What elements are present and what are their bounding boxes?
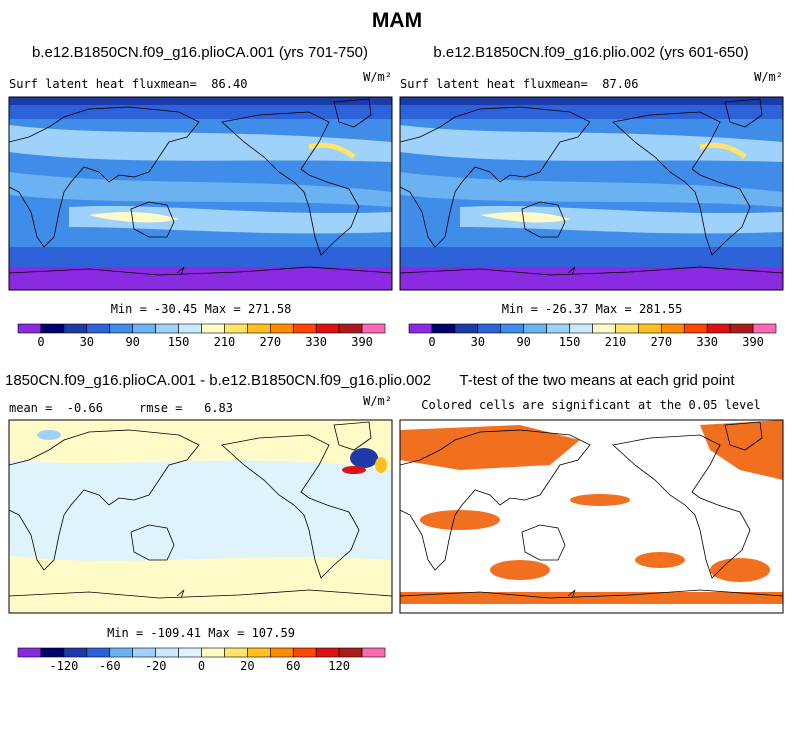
colorbar-label: 270	[259, 335, 281, 349]
colorbar-cell	[361, 323, 386, 334]
colorbar-cell	[523, 323, 547, 334]
colorbar-label: -120	[49, 659, 78, 673]
colorbar-label: 330	[305, 335, 327, 349]
colorbar-cell	[706, 323, 731, 334]
colorbar-cell	[315, 323, 340, 334]
colorbar-label: 270	[650, 335, 672, 349]
colorbar-cell	[592, 323, 616, 334]
map-frame	[399, 419, 784, 614]
colorbar-cell	[752, 323, 777, 334]
colorbar-cell	[408, 323, 433, 334]
colorbar-label: 20	[240, 659, 254, 673]
colorbar-cell	[477, 323, 502, 334]
colorbar-cell	[661, 323, 685, 334]
units: W/m²	[363, 394, 392, 408]
colorbar-cell	[224, 323, 248, 334]
colorbar-cell	[569, 323, 593, 334]
colorbar-cell	[132, 323, 156, 334]
colorbar-cell	[132, 647, 156, 658]
map-frame	[8, 96, 393, 291]
colorbar-cell	[338, 647, 363, 658]
colorbar-cell	[683, 323, 708, 334]
colorbar-label: 390	[351, 335, 373, 349]
colorbar-cell	[40, 323, 65, 334]
colorbar-label: 210	[605, 335, 627, 349]
units: W/m²	[363, 70, 392, 84]
colorbar-label: 30	[471, 335, 485, 349]
stats: Min = -30.45 Max = 271.58	[111, 302, 292, 316]
colorbar-cell	[40, 647, 65, 658]
colorbar-cell	[338, 323, 363, 334]
colorbar-cell	[178, 647, 202, 658]
map	[9, 420, 392, 613]
colorbar-label: 150	[168, 335, 190, 349]
colorbar-cell	[270, 323, 294, 334]
colorbar-cell	[178, 323, 202, 334]
map	[400, 97, 783, 290]
map-frame	[8, 419, 393, 614]
colorbar-label: 30	[80, 335, 94, 349]
map-frame	[399, 96, 784, 291]
colorbar-cell	[292, 647, 317, 658]
panel-subtitle: mean = -0.66 rmse = 6.83	[9, 401, 233, 415]
colorbar-label: 210	[214, 335, 236, 349]
colorbar-label: 150	[559, 335, 581, 349]
colorbar-cell	[109, 647, 133, 658]
panel-title: 1850CN.f09_g16.plioCA.001 - b.e12.B1850C…	[5, 372, 431, 389]
colorbar-label: 330	[696, 335, 718, 349]
colorbar-cell	[500, 323, 524, 334]
colorbar-label: 60	[286, 659, 300, 673]
colorbar-cell	[454, 323, 479, 334]
colorbar-cell	[247, 323, 271, 334]
colorbar-cell	[17, 323, 42, 334]
colorbar-label: 120	[328, 659, 350, 673]
colorbar-cell	[615, 323, 639, 334]
panel-title: b.e12.B1850CN.f09_g16.plioCA.001 (yrs 70…	[32, 44, 368, 61]
colorbar-label: -20	[145, 659, 167, 673]
stats: Min = -109.41 Max = 107.59	[107, 626, 295, 640]
annotations: b.e12.B1850CN.f09_g16.plioCA.001 (yrs 70…	[5, 44, 783, 673]
colorbar-cell	[201, 323, 225, 334]
colorbar-cell	[63, 323, 88, 334]
panel-subtitle: Surf latent heat fluxmean= 87.06	[400, 77, 638, 91]
panel-subtitle: Colored cells are significant at the 0.0…	[421, 398, 761, 412]
colorbar-cell	[247, 647, 271, 658]
colorbar-cell	[201, 647, 225, 658]
colorbar-cell	[431, 323, 456, 334]
colorbar-cell	[17, 647, 42, 658]
colorbar-cell	[86, 323, 111, 334]
colorbar-label: 90	[516, 335, 530, 349]
figure-title: MAM	[372, 9, 422, 32]
colorbar-label: -60	[99, 659, 121, 673]
map	[400, 420, 783, 613]
colorbar-cell	[63, 647, 88, 658]
panel-title: T-test of the two means at each grid poi…	[459, 372, 735, 389]
colorbar-cell	[638, 323, 662, 334]
colorbar-cell	[546, 323, 570, 334]
map	[9, 97, 392, 290]
colorbar-cell	[729, 323, 754, 334]
colorbar-label: 0	[198, 659, 205, 673]
colorbar-cell	[109, 323, 133, 334]
units: W/m²	[754, 70, 783, 84]
colorbar-cell	[155, 323, 179, 334]
colorbar-label: 90	[125, 335, 139, 349]
colorbar-cell	[292, 323, 317, 334]
colorbar-cell	[155, 647, 179, 658]
colorbar-cell	[315, 647, 340, 658]
colorbar-cell	[361, 647, 386, 658]
panel-subtitle: Surf latent heat fluxmean= 86.40	[9, 77, 247, 91]
panel-title: b.e12.B1850CN.f09_g16.plio.002 (yrs 601-…	[433, 44, 748, 61]
colorbar-label: 0	[37, 335, 44, 349]
colorbar-cell	[224, 647, 248, 658]
colorbar-cell	[270, 647, 294, 658]
stats: Min = -26.37 Max = 281.55	[502, 302, 683, 316]
colorbar-label: 0	[428, 335, 435, 349]
colorbar-cell	[86, 647, 111, 658]
colorbar-label: 390	[742, 335, 764, 349]
